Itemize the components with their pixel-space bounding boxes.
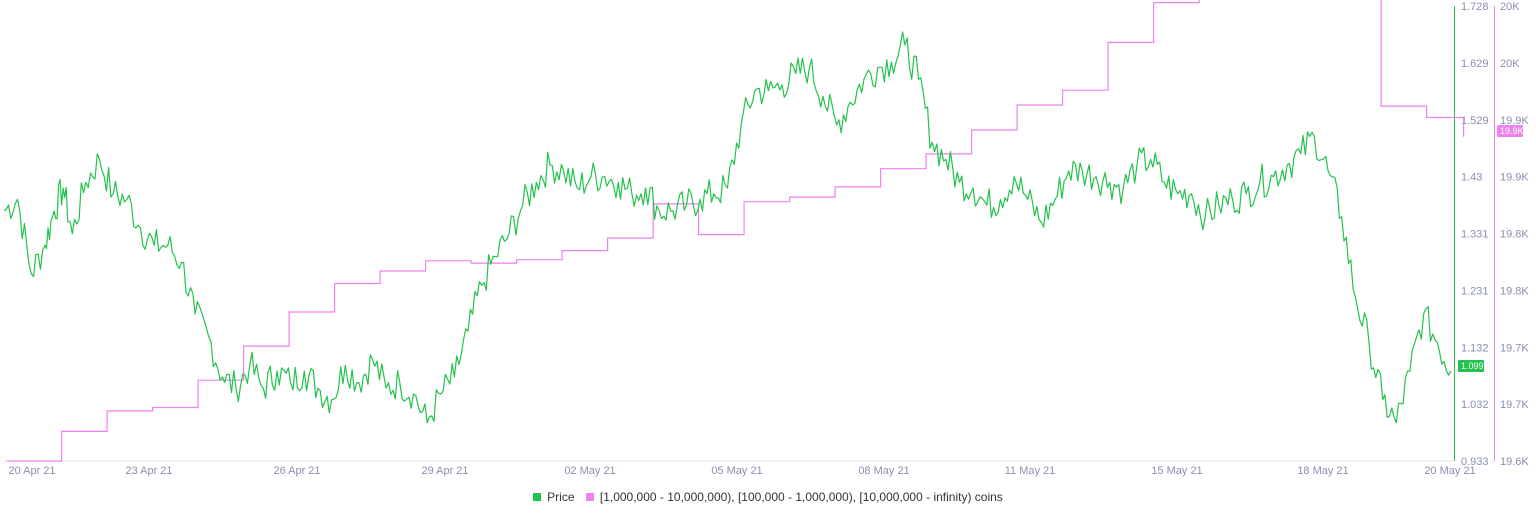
x-tick-label: 29 Apr 21 — [421, 465, 468, 477]
x-tick-label: 20 May 21 — [1424, 465, 1475, 477]
y-left-tick-label: 1.629 — [1461, 58, 1489, 70]
x-tick-label: 11 May 21 — [1005, 465, 1056, 477]
y-left-tick-label: 1.529 — [1461, 115, 1489, 127]
y-right-tick-label: 20K — [1500, 1, 1520, 13]
x-tick-label: 23 Apr 21 — [125, 465, 172, 477]
legend-item-holders[interactable]: [1,000,000 - 10,000,000), [100,000 - 1,0… — [585, 490, 1003, 504]
y-right-tick-labels: 20K20K19.9K19.9K19.8K19.8K19.7K19.7K19.6… — [1500, 1, 1529, 468]
y-left-tick-label: 1.231 — [1461, 285, 1489, 297]
legend: Price [1,000,000 - 10,000,000), [100,000… — [0, 490, 1536, 504]
x-tick-label: 05 May 21 — [711, 465, 762, 477]
legend-item-price[interactable]: Price — [533, 490, 575, 504]
y-left-tick-label: 1.43 — [1461, 172, 1482, 184]
y-right-tick-label: 19.7K — [1500, 399, 1529, 411]
y-right-tick-label: 19.7K — [1500, 342, 1529, 354]
x-tick-label: 15 May 21 — [1151, 465, 1202, 477]
x-tick-label: 20 Apr 21 — [8, 465, 55, 477]
price-badge-text: 1.099 — [1461, 361, 1484, 371]
y-left-tick-label: 1.331 — [1461, 229, 1489, 241]
right-badge-rect — [1497, 125, 1523, 137]
y-left-tick-label: 1.032 — [1461, 399, 1489, 411]
y-left-tick-label: 1.132 — [1461, 342, 1489, 354]
x-tick-label: 02 May 21 — [564, 465, 615, 477]
legend-swatch-price — [533, 493, 542, 501]
x-tick-label: 18 May 21 — [1297, 465, 1348, 477]
y-right-tick-label: 19.9K — [1500, 115, 1529, 127]
series-layer — [3, 0, 1465, 462]
price-line — [3, 31, 1452, 424]
legend-label-holders: [1,000,000 - 10,000,000), [100,000 - 1,0… — [599, 490, 1003, 504]
legend-swatch-holders — [585, 493, 594, 501]
y-right-tick-label: 19.6K — [1500, 456, 1529, 468]
x-tick-label: 08 May 21 — [858, 465, 909, 477]
price-badge: 1.099 — [1458, 359, 1484, 372]
y-right-tick-label: 19.8K — [1500, 229, 1529, 241]
price-badge-rect — [1458, 359, 1484, 372]
y-left-tick-label: 1.728 — [1461, 1, 1489, 13]
y-left-tick-label: 0.933 — [1461, 456, 1489, 468]
y-right-tick-label: 19.8K — [1500, 285, 1529, 297]
x-tick-labels: 20 Apr 21 23 Apr 21 26 Apr 21 29 Apr 21 02 M… — [8, 465, 1475, 477]
right-badge-text: 19.9K — [1500, 126, 1524, 136]
right-axis: 20K20K19.9K19.9K19.8K19.8K19.7K19.7K19.6… — [1494, 1, 1529, 468]
y-left-tick-labels: 1.728 1.629 1.529 1.43 1.331 1.231 1.132 1.032 0… — [1461, 1, 1489, 468]
y-right-tick-label: 19.9K — [1500, 172, 1529, 184]
left-axis: 1.728 1.629 1.529 1.43 1.331 1.231 1.132 1.032 0… — [1454, 1, 1489, 468]
holders-step-line — [7, 0, 1465, 462]
legend-label-price: Price — [547, 490, 575, 504]
x-axis: 20 Apr 21 23 Apr 21 26 Apr 21 29 Apr 21 02 M… — [4, 460, 1476, 477]
y-right-tick-label: 20K — [1500, 58, 1520, 70]
right-badge: 19.9K — [1497, 125, 1524, 137]
x-tick-label: 26 Apr 21 — [273, 465, 320, 477]
